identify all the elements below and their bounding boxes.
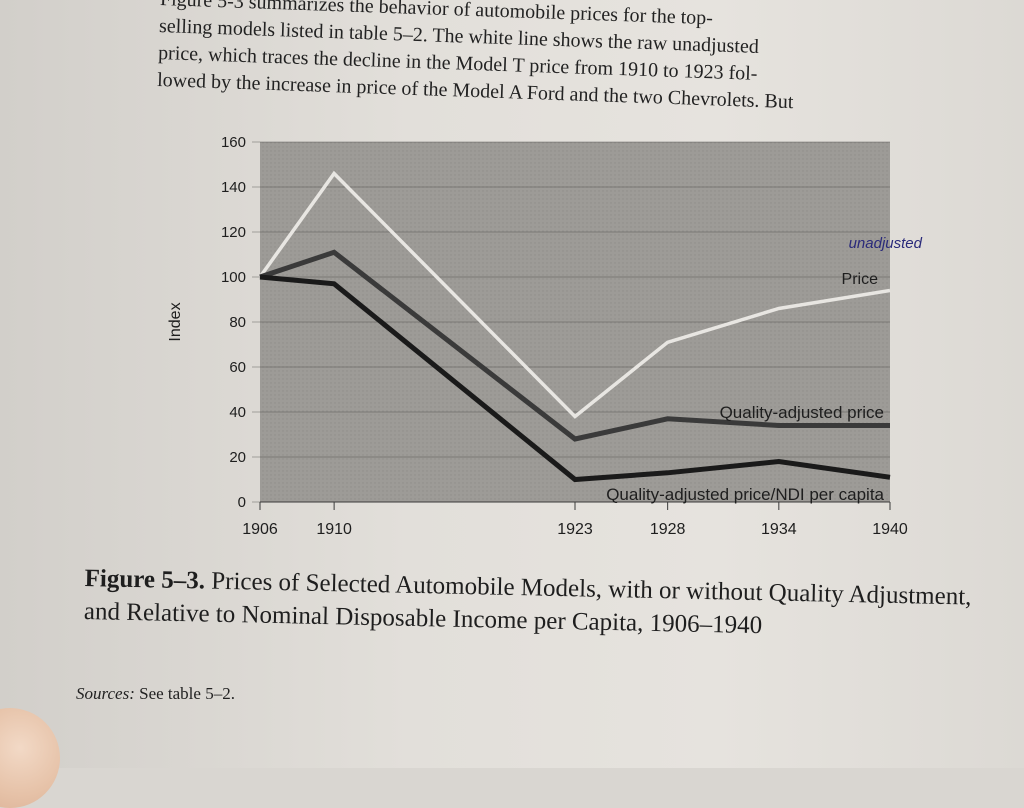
series-line [258,170,891,419]
y-tick-label: 140 [221,179,246,196]
sources-label: Sources: [76,684,135,703]
series-label: Price [842,271,879,288]
figure-label: Figure 5–3. [84,564,206,595]
intro-paragraph: Figure 5-3 summarizes the behavior of au… [157,0,940,121]
y-tick-label: 120 [221,224,246,241]
y-tick-label: 0 [238,494,246,511]
x-tick-label: 1940 [872,521,908,538]
line-chart: 0 20 40 60 80 100 120 140 160 Index 1906 1910 1923 19… [167,134,923,538]
x-tick-label: 1906 [242,521,278,538]
y-tick-label: 160 [221,134,246,151]
sources-text: See table 5–2. [139,684,235,703]
chart-container: 0 20 40 60 80 100 120 140 160 Index 1906 1910 1923 19… [150,130,950,560]
x-tick-label: 1910 [316,521,352,538]
y-axis-label: Index [167,302,184,341]
figure-caption: Figure 5–3. Prices of Selected Automobil… [84,562,985,647]
series-line [259,249,890,442]
y-tick-label: 40 [229,404,246,421]
sources-note: Sources: See table 5–2. [76,684,235,704]
figure-caption-text: Prices of Selected Automobile Models, wi… [83,567,972,640]
series-label: Quality-adjusted price [720,403,884,422]
y-tick-label: 60 [229,359,246,376]
y-tick-label: 80 [229,314,246,331]
y-tick-label: 100 [221,269,246,286]
thumb-finger [0,708,60,808]
x-tick-label: 1923 [557,521,593,538]
x-tick-label: 1928 [650,521,686,538]
series-label: Quality-adjusted price/NDI per capita [606,485,884,504]
handwritten-annotation: unadjusted [849,235,923,252]
x-tick-label: 1934 [761,521,797,538]
y-tick-label: 20 [229,449,246,466]
series-line [259,274,891,483]
